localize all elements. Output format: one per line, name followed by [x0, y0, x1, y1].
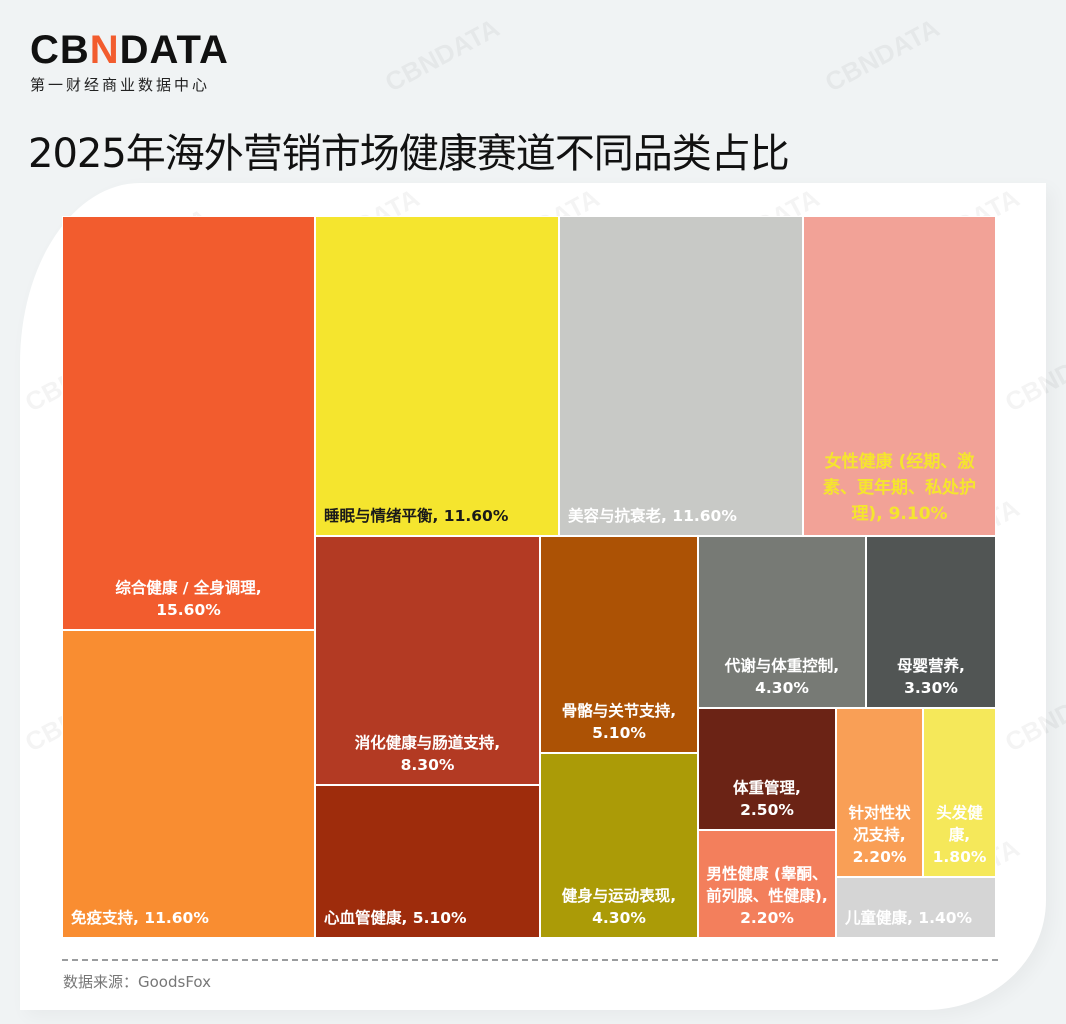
- treemap-cell: 儿童健康, 1.40%: [836, 877, 996, 938]
- treemap-cell: 消化健康与肠道支持, 8.30%: [315, 536, 540, 785]
- treemap-cell: 代谢与体重控制, 4.30%: [698, 536, 866, 708]
- logo-subtitle: 第一财经商业数据中心: [30, 76, 211, 94]
- treemap-cell: 健身与运动表现, 4.30%: [540, 753, 698, 938]
- treemap-cell: 免疫支持, 11.60%: [62, 630, 315, 938]
- treemap-cell-label: 综合健康 / 全身调理, 15.60%: [115, 579, 262, 619]
- treemap-cell-label: 心血管健康, 5.10%: [324, 909, 467, 927]
- treemap-cell-label: 消化健康与肠道支持, 8.30%: [354, 734, 501, 774]
- footer-divider: [62, 959, 998, 961]
- treemap-cell-label: 骨骼与关节支持, 5.10%: [561, 702, 677, 742]
- treemap-cell: 母婴营养, 3.30%: [866, 536, 996, 708]
- chart-title: 2025年海外营销市场健康赛道不同品类占比: [28, 131, 790, 177]
- treemap-cell: 头发健康, 1.80%: [923, 708, 996, 877]
- treemap-cell-label: 儿童健康, 1.40%: [845, 909, 973, 927]
- treemap-cell-label: 美容与抗衰老, 11.60%: [568, 507, 737, 525]
- treemap-cell: 美容与抗衰老, 11.60%: [559, 216, 803, 536]
- treemap-cell-label: 健身与运动表现, 4.30%: [561, 887, 677, 927]
- treemap-cell-label: 头发健康, 1.80%: [932, 804, 987, 866]
- treemap-cell-label: 母婴营养, 3.30%: [897, 657, 965, 697]
- treemap-cell-label: 女性健康 (经期、激素、更年期、私处护理), 9.10%: [823, 452, 976, 524]
- treemap-cell: 心血管健康, 5.10%: [315, 785, 540, 938]
- treemap-cell: 睡眠与情绪平衡, 11.60%: [315, 216, 559, 536]
- treemap-cell: 针对性状况支持, 2.20%: [836, 708, 923, 877]
- data-source: 数据来源：GoodsFox: [63, 973, 212, 991]
- logo-text-post: DATA: [119, 28, 229, 72]
- treemap-cell: 骨骼与关节支持, 5.10%: [540, 536, 698, 753]
- treemap-cell: 女性健康 (经期、激素、更年期、私处护理), 9.10%: [803, 216, 996, 536]
- treemap-cell: 男性健康 (睾酮、前列腺、性健康), 2.20%: [698, 830, 836, 938]
- logo-mark-icon: N: [89, 28, 120, 72]
- treemap-cell-label: 男性健康 (睾酮、前列腺、性健康), 2.20%: [706, 865, 828, 927]
- treemap-cell: 综合健康 / 全身调理, 15.60%: [62, 216, 315, 630]
- treemap-cell-label: 睡眠与情绪平衡, 11.60%: [324, 507, 509, 525]
- treemap-cell-label: 体重管理, 2.50%: [733, 779, 801, 819]
- treemap-cell-label: 代谢与体重控制, 4.30%: [724, 657, 840, 697]
- logo-wordmark: CB N DATA: [30, 30, 229, 70]
- treemap-cell: 体重管理, 2.50%: [698, 708, 836, 830]
- treemap-cell-label: 针对性状况支持, 2.20%: [848, 804, 911, 866]
- brand-logo: CB N DATA 第一财经商业数据中心: [30, 30, 229, 95]
- logo-text-pre: CB: [30, 28, 90, 72]
- treemap-cell-label: 免疫支持, 11.60%: [71, 909, 209, 927]
